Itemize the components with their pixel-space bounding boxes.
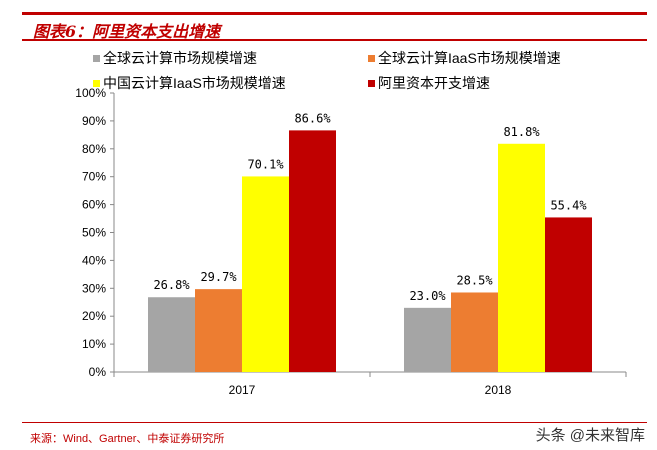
data-label: 28.5% (456, 273, 493, 287)
bar (148, 297, 195, 372)
y-tick-label: 60% (82, 198, 106, 212)
legend-item-3: 阿里资本开支增速 (368, 73, 490, 93)
y-tick-label: 10% (82, 337, 106, 351)
y-tick-label: 100% (75, 86, 106, 100)
x-tick-label: 2017 (229, 383, 256, 397)
x-tick-label: 2018 (485, 383, 512, 397)
data-label: 55.4% (550, 198, 587, 212)
legend-item-2: 中国云计算IaaS市场规模增速 (93, 73, 286, 93)
y-tick-label: 30% (82, 281, 106, 295)
legend-swatch (93, 79, 100, 87)
y-tick-label: 20% (82, 309, 106, 323)
y-tick-label: 90% (82, 114, 106, 128)
y-tick-label: 50% (82, 226, 106, 240)
bar (545, 217, 592, 372)
legend-item-0: 全球云计算市场规模增速 (93, 48, 257, 68)
title-rule (22, 39, 647, 41)
data-label: 81.8% (503, 125, 540, 139)
source-note: 来源：Wind、Gartner、中泰证券研究所 (30, 433, 225, 445)
data-label: 86.6% (294, 111, 331, 125)
legend-item-1: 全球云计算IaaS市场规模增速 (368, 48, 561, 68)
legend-label: 全球云计算市场规模增速 (103, 50, 257, 66)
watermark: 头条 @未来智库 (535, 427, 645, 444)
bar (498, 143, 545, 372)
legend-label: 全球云计算IaaS市场规模增速 (378, 50, 561, 66)
legend-swatch (368, 79, 375, 87)
legend-swatch (368, 54, 375, 62)
y-tick-label: 80% (82, 142, 106, 156)
chart-title: 图表6：阿里资本支出增速 (33, 22, 221, 41)
y-tick-label: 0% (89, 365, 107, 379)
footer-rule (22, 422, 647, 423)
bar (242, 176, 289, 372)
data-label: 29.7% (200, 270, 237, 284)
data-label: 23.0% (409, 289, 446, 303)
legend-label: 中国云计算IaaS市场规模增速 (103, 75, 286, 91)
data-label: 26.8% (153, 278, 190, 292)
data-label: 70.1% (247, 157, 284, 171)
bar (451, 292, 498, 372)
bar (195, 289, 242, 372)
y-tick-label: 70% (82, 170, 106, 184)
legend-swatch (93, 54, 100, 62)
top-rule (22, 12, 647, 15)
legend-label: 阿里资本开支增速 (378, 75, 490, 91)
y-tick-label: 40% (82, 253, 106, 267)
bar (289, 130, 336, 372)
bar (404, 307, 451, 372)
